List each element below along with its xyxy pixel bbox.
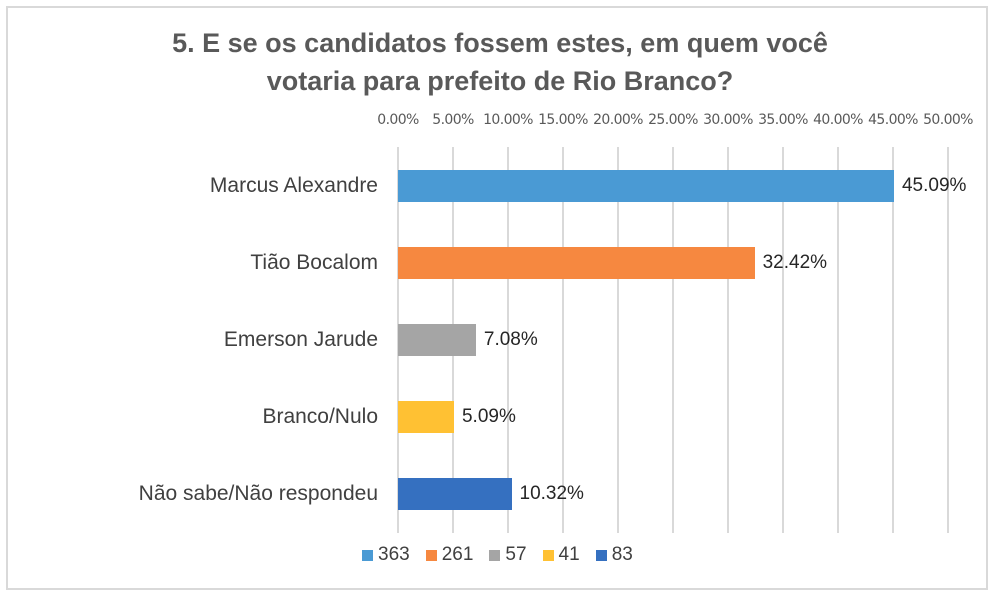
x-tick-label: 10.00% [483,112,533,128]
legend-swatch-icon [489,549,501,561]
x-axis-ticks: 0.00% 5.00% 10.00% 15.00% 20.00% 25.00% 30.00%… [0,112,1000,132]
chart-title-line-1: 5. E se os candidatos fossem estes, em q… [172,28,828,58]
data-label: 32.42% [762,251,828,273]
x-tick-label: 40.00% [813,112,863,128]
gridline [782,147,784,533]
chart-title-line-2: votaria para prefeito de Rio Branco? [266,66,734,96]
gridline [837,147,839,533]
legend-swatch-icon [425,549,437,561]
bar [398,324,476,356]
x-tick-label: 35.00% [758,112,808,128]
x-tick-label: 0.00% [377,112,419,128]
legend-swatch-icon [362,549,373,561]
chart-title: 5. E se os candidatos fossem estes, em q… [0,24,1000,100]
x-tick-label: 25.00% [648,112,698,128]
category-label: Branco/Nulo [262,405,378,429]
x-tick-label: 20.00% [593,112,643,128]
legend-item: 261 [425,544,474,566]
chart-legend: 363 261 57 41 83 [362,544,633,566]
legend-label: 83 [611,544,633,565]
category-label: Tião Bocalom [250,250,378,274]
legend-label: 41 [558,544,580,565]
gridline [507,147,509,533]
x-tick-label: 15.00% [538,112,588,128]
data-label: 5.09% [461,406,516,428]
legend-item: 363 [362,544,410,566]
x-tick-label: 5.00% [432,112,474,128]
x-tick-label: 30.00% [703,112,753,128]
legend-item: 57 [489,544,527,566]
bar [398,401,454,434]
x-tick-label: 45.00% [868,112,918,128]
bar [398,169,894,202]
gridline [617,147,619,533]
legend-swatch-icon [595,549,607,561]
gridline [727,147,729,533]
gridline [672,147,674,533]
legend-label: 57 [505,544,527,565]
legend-swatch-icon [542,549,554,561]
legend-item: 41 [542,544,580,566]
bar [398,246,755,279]
category-label: Não sabe/Não respondeu [138,482,378,506]
gridline [947,147,949,533]
gridline [562,147,564,533]
legend-label: 261 [441,544,474,565]
gridline [892,147,894,533]
bar [398,478,512,511]
x-tick-label: 50.00% [923,112,973,128]
data-label: 7.08% [483,329,538,350]
data-label: 10.32% [519,483,584,505]
legend-item: 83 [595,544,633,566]
legend-label: 363 [378,544,410,565]
plot-area [397,147,949,533]
category-label: Emerson Jarude [223,328,378,351]
category-label: Marcus Alexandre [209,173,378,197]
data-label: 45.09% [901,174,967,196]
